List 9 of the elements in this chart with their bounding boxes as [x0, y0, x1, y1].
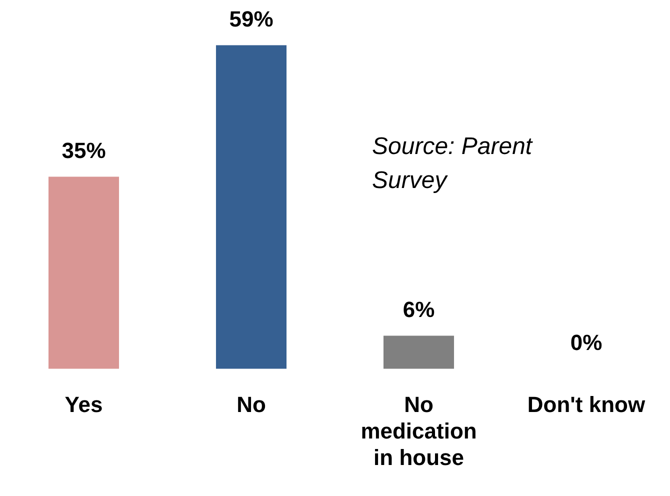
x-tick-label: No	[236, 392, 266, 418]
data-label: 35%	[62, 138, 106, 164]
data-label: 6%	[402, 296, 435, 322]
annotation: Source: Parent Survey	[372, 132, 534, 196]
data-label: 0%	[570, 330, 602, 355]
data-label: 59%	[229, 6, 274, 32]
x-tick-label: Don't know	[527, 392, 646, 418]
x-tick-label: Yes	[64, 392, 103, 418]
x-tick-label: No medication in house	[360, 392, 477, 470]
